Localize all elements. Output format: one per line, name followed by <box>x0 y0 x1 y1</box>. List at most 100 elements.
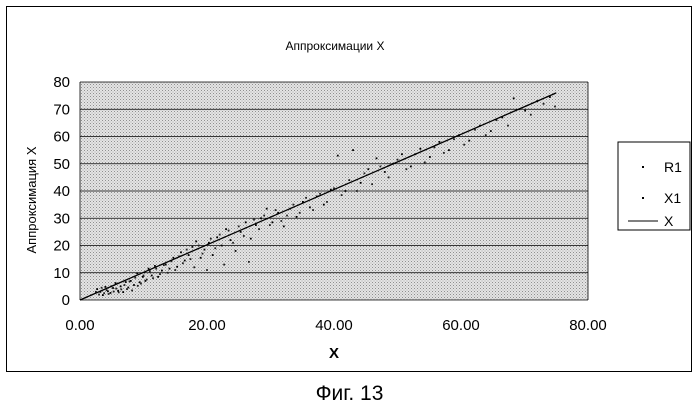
data-point <box>225 228 227 230</box>
data-point <box>352 149 354 151</box>
x-axis-ticks: 0.0020.0040.0060.0080.00 <box>65 317 606 334</box>
data-point <box>126 288 128 290</box>
data-point <box>356 190 358 192</box>
data-point <box>507 125 509 127</box>
data-point <box>221 245 223 247</box>
data-point <box>120 288 122 290</box>
data-point <box>204 249 206 251</box>
data-point <box>172 257 174 259</box>
data-point <box>238 226 240 228</box>
data-point <box>272 221 274 223</box>
data-point <box>122 291 124 293</box>
y-tick-label: 0 <box>62 292 70 309</box>
data-point <box>266 208 268 210</box>
data-point <box>326 201 328 203</box>
data-point <box>180 251 182 253</box>
data-point <box>127 287 129 289</box>
data-point <box>443 152 445 154</box>
data-point <box>292 204 294 206</box>
data-point <box>360 182 362 184</box>
data-point <box>110 292 112 294</box>
data-point <box>167 272 169 274</box>
data-point <box>401 153 403 155</box>
data-point <box>419 148 421 150</box>
data-point <box>305 197 307 199</box>
y-axis-ticks: 01020304050607080 <box>53 74 70 309</box>
data-point <box>113 291 115 293</box>
data-point <box>184 260 186 262</box>
data-point <box>296 216 298 218</box>
data-point <box>124 284 126 286</box>
data-point <box>463 144 465 146</box>
y-axis-label: Аппроксимация X <box>24 146 39 253</box>
data-point <box>206 269 208 271</box>
data-point <box>232 242 234 244</box>
data-point <box>125 281 127 283</box>
chart-title: Аппроксимации X <box>286 39 385 53</box>
data-point <box>115 288 117 290</box>
data-point <box>367 168 369 170</box>
data-point <box>102 294 104 296</box>
data-point <box>371 183 373 185</box>
data-point <box>105 286 107 288</box>
data-point <box>345 190 347 192</box>
y-tick-label: 70 <box>53 101 70 118</box>
data-point <box>159 273 161 275</box>
legend-label: X <box>664 213 674 229</box>
data-point <box>243 235 245 237</box>
data-point <box>161 270 163 272</box>
data-point <box>337 155 339 157</box>
data-point <box>554 106 556 108</box>
data-point <box>210 238 212 240</box>
data-point <box>397 159 399 161</box>
legend-label: X1 <box>664 190 681 206</box>
data-point <box>240 231 242 233</box>
data-point <box>429 156 431 158</box>
data-point <box>379 166 381 168</box>
data-point <box>120 285 122 287</box>
data-point <box>258 228 260 230</box>
data-point <box>174 269 176 271</box>
x-tick-label: 60.00 <box>442 317 480 334</box>
x-axis-label: X <box>329 345 339 362</box>
data-point <box>348 179 350 181</box>
data-point <box>169 268 171 270</box>
data-point <box>263 215 265 217</box>
x-tick-label: 20.00 <box>188 317 226 334</box>
data-point <box>245 221 247 223</box>
data-point <box>191 246 193 248</box>
y-tick-label: 10 <box>53 265 70 282</box>
data-point <box>118 291 120 293</box>
data-point <box>212 254 214 256</box>
data-point <box>280 220 282 222</box>
data-point <box>253 219 255 221</box>
x-tick-label: 40.00 <box>315 317 353 334</box>
legend-box <box>618 142 690 230</box>
data-point <box>149 270 151 272</box>
data-point <box>157 276 159 278</box>
data-point <box>283 226 285 228</box>
data-point <box>453 138 455 140</box>
data-point <box>165 264 167 266</box>
data-point <box>513 97 515 99</box>
x-tick-label: 0.00 <box>65 317 94 334</box>
data-point <box>130 280 132 282</box>
data-point <box>136 272 138 274</box>
legend-swatch-point <box>642 197 644 199</box>
figure-caption: Фиг. 13 <box>0 382 699 406</box>
y-tick-label: 50 <box>53 156 70 173</box>
data-point <box>405 168 407 170</box>
data-point <box>286 215 288 217</box>
data-point <box>448 149 450 151</box>
y-tick-label: 40 <box>53 183 70 200</box>
data-point <box>223 264 225 266</box>
data-point <box>341 194 343 196</box>
data-point <box>193 266 195 268</box>
data-point <box>186 249 188 251</box>
data-point <box>188 254 190 256</box>
data-point <box>530 114 532 116</box>
data-point <box>216 236 218 238</box>
data-point <box>107 290 109 292</box>
data-point <box>190 258 192 260</box>
data-point <box>112 287 114 289</box>
